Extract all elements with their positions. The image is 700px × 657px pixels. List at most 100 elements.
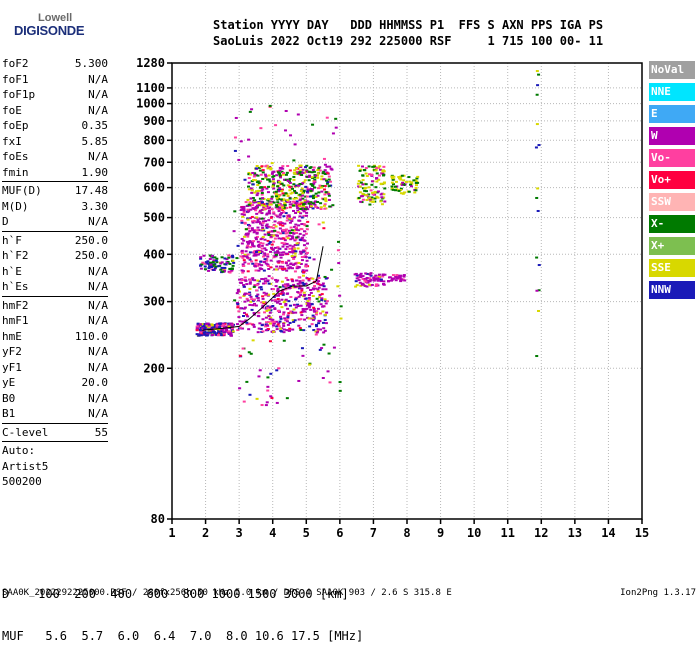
echo-point (303, 199, 307, 202)
echo-point (299, 165, 303, 168)
echo-point (312, 306, 316, 309)
echo-point (269, 226, 273, 229)
echo-point (314, 205, 318, 208)
echo-point (296, 247, 300, 250)
echo-point (298, 286, 302, 289)
echo-point (290, 203, 294, 206)
echo-point (309, 187, 313, 190)
echo-point (247, 351, 251, 354)
param-divider (2, 230, 108, 232)
echo-point (276, 290, 280, 293)
echo-point (240, 249, 244, 252)
echo-point (322, 170, 326, 173)
echo-point (412, 179, 416, 182)
echo-point (270, 397, 274, 400)
echo-point (300, 223, 304, 226)
echo-point (253, 173, 257, 176)
echo-point (203, 262, 207, 265)
echo-point (280, 206, 284, 209)
echo-point (409, 185, 413, 188)
echo-point (267, 211, 271, 214)
echo-point (212, 265, 216, 268)
echo-point (286, 184, 290, 187)
echo-point (285, 292, 289, 295)
echo-point (250, 308, 254, 311)
echo-point (280, 188, 284, 191)
echo-point (217, 329, 221, 332)
echo-point (280, 182, 284, 185)
echo-point (257, 280, 261, 283)
echo-point (390, 175, 394, 178)
echo-point (261, 236, 265, 239)
echo-point (318, 296, 322, 299)
echo-point (241, 263, 245, 266)
echo-point (301, 271, 305, 274)
echo-point (215, 257, 219, 260)
echo-point (280, 267, 284, 270)
echo-point (247, 227, 251, 230)
echo-point (295, 242, 299, 245)
echo-point (298, 215, 302, 218)
echo-point (317, 286, 321, 289)
echo-point (248, 291, 252, 294)
echo-point (221, 324, 225, 327)
echo-point (207, 326, 211, 329)
echo-point (306, 208, 310, 211)
echo-point (407, 190, 411, 193)
echo-point (251, 304, 255, 307)
x-tick-label: 15 (635, 526, 649, 540)
echo-point (281, 192, 285, 195)
echo-point (392, 175, 396, 178)
echo-point (288, 304, 292, 307)
echo-point (259, 173, 263, 176)
echo-point (247, 171, 251, 174)
echo-point (248, 202, 252, 205)
echo-point (286, 314, 290, 317)
muf-distance-row: D 100 200 400 600 800 1000 1500 3000 [km… (2, 587, 349, 601)
echo-point (381, 275, 385, 278)
echo-point (292, 183, 296, 186)
echo-point (290, 255, 294, 258)
echo-point (361, 183, 365, 186)
echo-point (235, 292, 239, 295)
echo-point (263, 205, 267, 208)
echo-point (219, 262, 223, 265)
echo-point (255, 397, 259, 400)
echo-point (291, 263, 295, 266)
echo-point (399, 278, 403, 281)
y-tick-label: 700 (143, 155, 165, 169)
echo-point (261, 221, 265, 224)
echo-point (261, 330, 265, 333)
echo-point (415, 177, 419, 180)
echo-point (217, 334, 221, 337)
echo-point (201, 326, 205, 329)
echo-point (276, 246, 280, 249)
echo-point (220, 256, 224, 259)
echo-point (294, 223, 298, 226)
echo-point (283, 284, 287, 287)
echo-point (256, 279, 260, 282)
echo-point (326, 370, 330, 373)
echo-point (266, 264, 270, 267)
echo-point (389, 279, 393, 282)
echo-point (320, 178, 324, 181)
echo-point (301, 194, 305, 197)
echo-point (415, 180, 419, 183)
echo-point (297, 276, 301, 279)
echo-point (248, 393, 252, 396)
echo-point (367, 197, 371, 200)
echo-point (209, 327, 213, 330)
x-tick-label: 2 (202, 526, 209, 540)
echo-point (305, 225, 309, 228)
echo-point (289, 251, 293, 254)
echo-point (257, 243, 261, 246)
echo-point (285, 171, 289, 174)
echo-point (243, 292, 247, 295)
echo-point (261, 188, 265, 191)
echo-point (227, 256, 231, 259)
legend-item: E (649, 105, 695, 123)
param-row: foEs N/A (2, 149, 108, 165)
echo-point (213, 267, 217, 270)
echo-point (276, 201, 280, 204)
echo-point (272, 320, 276, 323)
